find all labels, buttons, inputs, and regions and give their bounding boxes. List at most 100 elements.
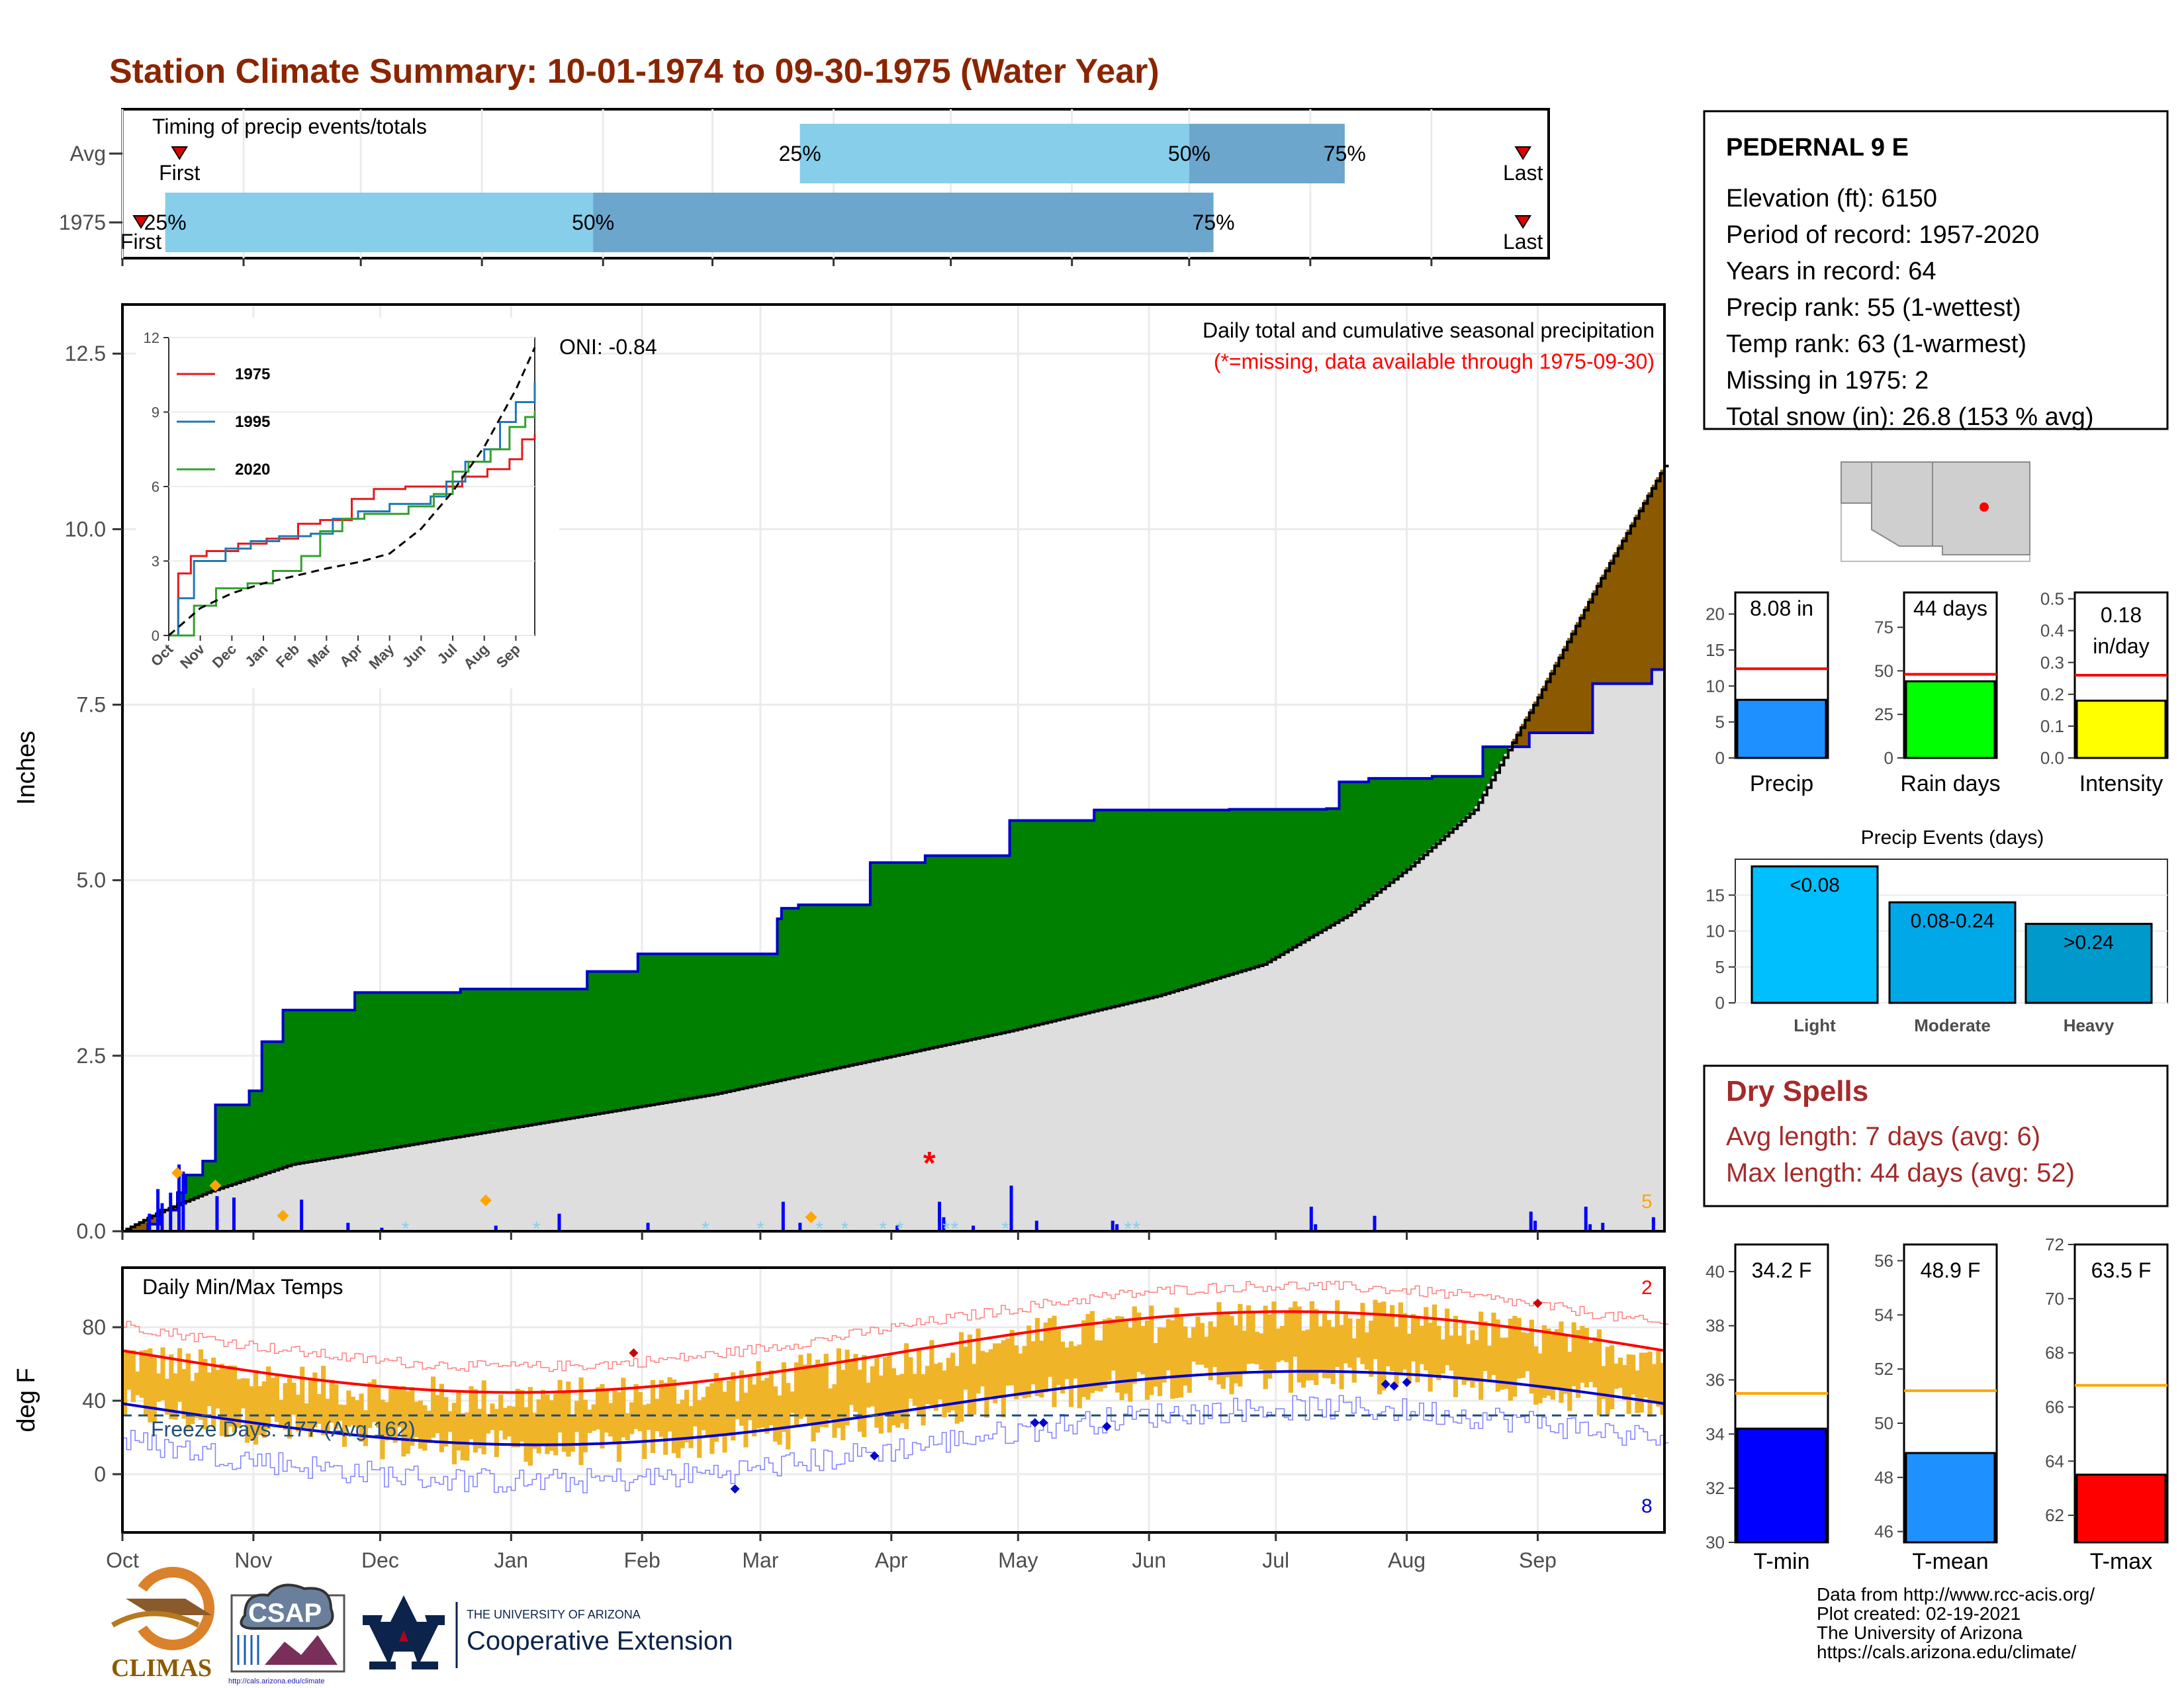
daily-temp-bar [895, 1375, 901, 1428]
daily-temp-bar [1170, 1320, 1175, 1399]
daily-temp-bar [1034, 1318, 1040, 1396]
cumulative-difference-fill [722, 954, 727, 1092]
footer-line: Plot created: 02-19-2021 [1817, 1603, 2021, 1624]
cumulative-difference-fill [439, 992, 444, 1140]
daily-temp-bar [899, 1374, 905, 1423]
climas-logo-text: CLIMAS [111, 1654, 212, 1682]
cumulative-difference-fill [1385, 778, 1390, 884]
month-label: Jul [1262, 1548, 1289, 1572]
cumulative-difference-fill [485, 989, 490, 1132]
temp-stat-label: T-min [1754, 1549, 1810, 1574]
events-bar-heavy [2025, 923, 2153, 1004]
university-of-arizona-logo: THE UNIVERSITY OF ARIZONA Cooperative Ex… [363, 1595, 733, 1669]
daily-temp-bar [1052, 1315, 1057, 1407]
timing-q50-label: 50% [1168, 142, 1210, 165]
daily-temp-bar [1330, 1327, 1336, 1384]
cumulative-difference-fill [401, 992, 406, 1147]
cumulative-difference-fill [287, 1009, 292, 1166]
daily-temp-bar [612, 1391, 617, 1442]
cumulative-difference-fill [587, 971, 592, 1115]
cumulative-difference-fill [312, 1009, 318, 1161]
daily-temp-bar [1183, 1326, 1188, 1386]
cumulative-difference-fill [283, 1009, 288, 1167]
cumulative-difference-fill [1208, 810, 1213, 980]
temp-y-axis-label: deg F [13, 1368, 40, 1432]
daily-temp-bar [1048, 1318, 1053, 1377]
frost-marker: * [879, 1218, 887, 1240]
temp-ytick-label: 0 [94, 1462, 106, 1486]
cumulative-difference-fill [832, 904, 837, 1069]
daily-temp-bar [557, 1380, 563, 1433]
cumulative-difference-fill [253, 1090, 258, 1177]
cumulative-difference-fill [1567, 637, 1572, 733]
daily-temp-bar [1626, 1354, 1631, 1415]
cumulative-difference-fill [1575, 622, 1580, 733]
daily-temp-bar [841, 1370, 846, 1440]
month-label: Nov [234, 1548, 272, 1572]
cumulative-difference-fill [506, 989, 512, 1129]
daily-temp-bar [1250, 1312, 1255, 1364]
cumulative-difference-fill [807, 904, 812, 1074]
cumulative-difference-fill [341, 1009, 347, 1156]
timing-q25-label: 25% [144, 211, 187, 234]
daily-temp-bar [215, 1370, 220, 1409]
dry-spells-box: Dry Spells Avg length: 7 days (avg: 6) M… [1703, 1064, 2169, 1207]
daily-temp-bar [126, 1351, 132, 1390]
stat-ytick-label: 5 [1715, 712, 1725, 732]
cumulative-difference-fill [469, 989, 474, 1135]
timing-row-label: Avg [69, 142, 106, 165]
cumulative-difference-fill [1432, 776, 1437, 846]
cumulative-difference-fill [410, 992, 415, 1145]
daily-temp-bar [1254, 1331, 1259, 1365]
daily-temp-bar [1533, 1346, 1539, 1405]
cumulative-difference-fill [540, 989, 545, 1123]
daily-temp-bar [908, 1357, 913, 1399]
cumulative-difference-fill [1220, 810, 1226, 977]
cumulative-difference-fill [1563, 645, 1568, 733]
cumulative-difference-fill [380, 992, 385, 1150]
daily-temp-bar [912, 1374, 917, 1406]
freeze-days-label: Freeze Days: 177 (Avg 162) [151, 1417, 416, 1441]
daily-temp-bar [760, 1380, 766, 1428]
stat-ytick-label: 75 [1874, 618, 1893, 637]
cumulative-difference-fill [976, 855, 981, 1038]
cumulative-difference-fill [1077, 820, 1082, 1015]
daily-temp-bar [1056, 1330, 1061, 1385]
cumulative-difference-fill [1309, 809, 1314, 937]
daily-temp-bar [1216, 1302, 1222, 1385]
daily-temp-bar [1132, 1306, 1137, 1384]
footer-credits: Data from http://www.rcc-acis.org/Plot c… [1817, 1584, 2095, 1662]
cumulative-difference-fill [460, 989, 465, 1137]
stat-ytick-label: 0.1 [2040, 716, 2064, 736]
cumulative-difference-fill [899, 863, 905, 1055]
daily-temp-bar [625, 1413, 630, 1440]
daily-precip-bar [1314, 1224, 1318, 1231]
cumulative-difference-fill [1580, 614, 1585, 733]
daily-temp-bar [1432, 1304, 1437, 1375]
cumulative-difference-fill [1005, 855, 1011, 1032]
cumulative-difference-fill [642, 954, 647, 1106]
cumulative-difference-fill [308, 1009, 313, 1162]
cumulative-difference-fill [1212, 810, 1217, 979]
daily-temp-bar [1140, 1325, 1146, 1375]
cumulative-difference-fill [1457, 776, 1463, 823]
cumulative-difference-fill [705, 954, 710, 1096]
stat-value-label: 44 days [1913, 596, 1987, 620]
temp-stat-ytick-label: 54 [1874, 1305, 1893, 1325]
frost-marker: * [815, 1218, 823, 1240]
events-ytick-label: 10 [1706, 921, 1725, 941]
daily-temp-bar [532, 1413, 537, 1449]
cumulative-difference-fill [511, 989, 516, 1128]
stat-ytick-label: 20 [1706, 604, 1725, 624]
daily-precip-bar [1034, 1221, 1038, 1231]
daily-temp-bar [1220, 1314, 1226, 1389]
daily-temp-bar [1238, 1303, 1243, 1387]
month-label: Feb [624, 1548, 660, 1572]
daily-temp-bar [1098, 1340, 1103, 1392]
cumulative-difference-fill [1617, 544, 1623, 684]
daily-temp-bar [1351, 1338, 1357, 1383]
daily-temp-bar [574, 1401, 580, 1432]
cumulative-difference-fill [1647, 492, 1653, 684]
cumulative-difference-fill [1267, 809, 1272, 961]
daily-temp-bar [355, 1400, 360, 1428]
